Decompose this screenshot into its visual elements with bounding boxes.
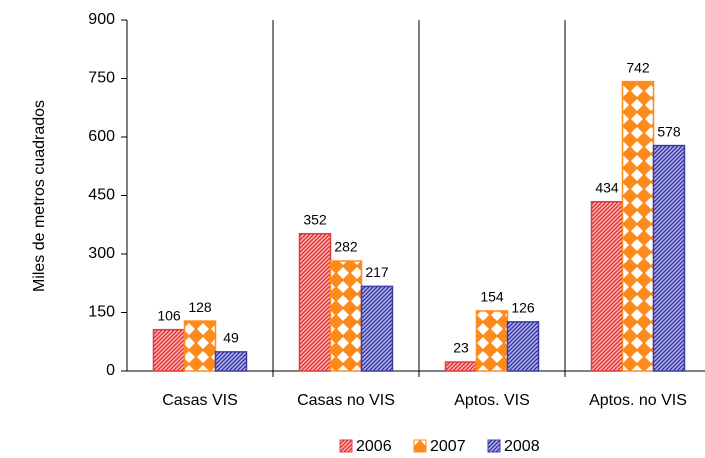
y-tick-label: 600 <box>88 128 115 145</box>
bar <box>298 232 332 372</box>
value-label: 126 <box>511 300 535 316</box>
bar <box>329 260 363 372</box>
x-tick-label: Aptos. no VIS <box>589 392 687 409</box>
x-tick-label: Aptos. VIS <box>454 392 530 409</box>
y-tick-label: 750 <box>88 70 115 87</box>
bar <box>183 320 217 372</box>
x-tick-label: Casas VIS <box>162 392 238 409</box>
bar <box>475 310 509 372</box>
value-label: 49 <box>223 330 239 346</box>
legend-swatch <box>339 439 353 453</box>
value-label: 742 <box>626 59 650 75</box>
value-label: 434 <box>595 179 619 195</box>
bar <box>214 351 248 372</box>
y-tick-label: 0 <box>106 362 115 379</box>
bar <box>652 144 686 372</box>
value-label: 352 <box>303 211 327 227</box>
bar <box>360 285 394 372</box>
bar <box>152 328 186 372</box>
legend-label: 2007 <box>430 438 466 455</box>
value-label: 128 <box>188 299 212 315</box>
bar <box>506 321 540 372</box>
legend-swatch <box>413 439 427 453</box>
bar <box>621 80 655 372</box>
value-label: 23 <box>453 340 469 356</box>
value-label: 217 <box>365 264 389 280</box>
bar <box>444 361 478 372</box>
value-label: 578 <box>657 123 681 139</box>
y-tick-label: 300 <box>88 245 115 262</box>
value-label: 106 <box>157 307 181 323</box>
value-label: 154 <box>480 289 504 305</box>
y-tick-label: 900 <box>88 11 115 28</box>
y-axis-label: Miles de metros cuadrados <box>31 100 48 292</box>
legend-label: 2008 <box>504 438 540 455</box>
legend-swatch <box>487 439 501 453</box>
legend-label: 2006 <box>356 438 392 455</box>
x-tick-label: Casas no VIS <box>297 392 395 409</box>
value-label: 282 <box>334 239 358 255</box>
y-tick-label: 150 <box>88 304 115 321</box>
bar <box>590 200 624 372</box>
y-tick-label: 450 <box>88 187 115 204</box>
